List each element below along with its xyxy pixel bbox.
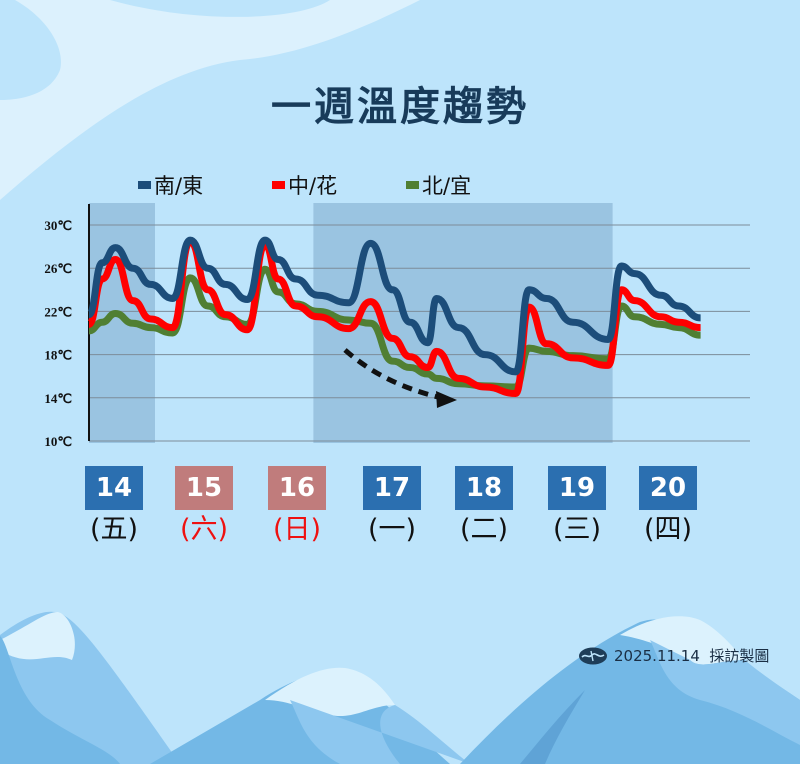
svg-text:18℃: 18℃ [44,348,72,363]
weekday-label: (二) [459,514,509,545]
series-line-1 [85,237,701,397]
legend-label: 南/東 [154,174,204,198]
legend-label: 中/花 [288,174,338,198]
credit: 2025.11.14 採訪製圖 [578,645,769,666]
date-box: 15 [175,466,233,510]
legend-swatch [138,181,151,189]
weekday-label: (日) [272,514,322,545]
date-box: 17 [363,466,421,510]
gridlines [89,224,750,442]
day-label: 20 (四) [638,466,698,548]
date-box: 18 [455,466,513,510]
credit-text: 2025.11.14 採訪製圖 [614,647,770,665]
legend-swatch [406,181,419,189]
series-line-2 [88,265,701,391]
weekday-label: (三) [552,514,602,545]
chart-title: 一週溫度趨勢 [271,84,529,130]
series-lines [85,236,702,397]
svg-text:14℃: 14℃ [44,391,72,406]
weekday-label: (五) [89,514,139,545]
agency-logo-icon [579,647,607,664]
y-axis-ticks: 10℃ 14℃ 18℃ 22℃ 26℃ 30℃ [44,218,72,449]
series-line-0 [85,236,702,376]
legend-item-central-hualien: 中/花 [272,170,406,200]
legend-item-south-east: 南/東 [138,170,272,200]
legend-item-north-yilan: 北/宜 [406,170,540,200]
day-label: 15 (六) [174,466,234,548]
legend-label: 北/宜 [422,174,472,198]
day-label: 16 (日) [267,466,327,548]
legend-swatch [272,181,285,189]
svg-text:30℃: 30℃ [44,218,72,233]
date-box: 16 [268,466,326,510]
date-box: 20 [639,466,697,510]
trend-arrow-icon [343,348,457,408]
day-label: 19 (三) [547,466,607,548]
legend: 南/東 中/花 北/宜 [138,170,540,200]
svg-text:10℃: 10℃ [44,434,72,449]
weekday-label: (四) [643,514,693,545]
date-box: 14 [85,466,143,510]
svg-text:22℃: 22℃ [44,304,72,319]
day-label: 18 (二) [454,466,514,548]
weekday-label: (六) [179,514,229,545]
svg-text:26℃: 26℃ [44,261,72,276]
date-box: 19 [548,466,606,510]
day-label: 17 (一) [362,466,422,548]
day-label: 14 (五) [84,466,144,548]
weekday-label: (一) [367,514,417,545]
